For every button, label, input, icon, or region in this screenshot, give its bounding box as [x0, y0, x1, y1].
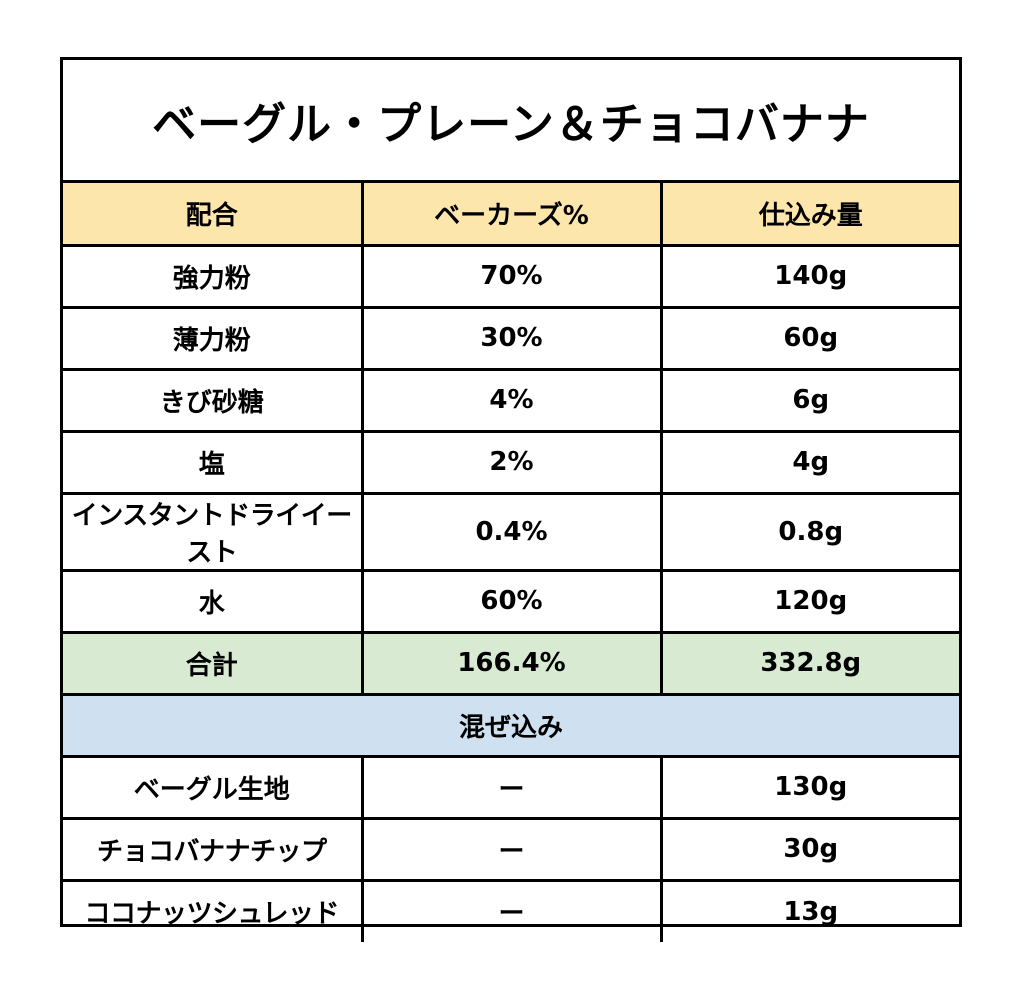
ingredient-amount: 6g — [661, 369, 959, 433]
ingredient-name: インスタントドライイースト — [63, 493, 364, 572]
total-row: 合計 166.4% 332.8g — [63, 632, 959, 696]
ingredient-amount: 140g — [661, 245, 959, 309]
ingredient-name: 塩 — [63, 431, 364, 495]
table-row: 薄力粉 30% 60g — [63, 307, 959, 371]
ingredient-amount: 60g — [661, 307, 959, 371]
table-row: きび砂糖 4% 6g — [63, 369, 959, 433]
mix-in-amount: 130g — [661, 756, 959, 820]
mix-in-percent: ー — [362, 880, 663, 942]
header-amount: 仕込み量 — [661, 183, 959, 247]
ingredient-name: 水 — [63, 570, 364, 634]
table-row: チョコバナナチップ ー 30g — [63, 818, 959, 882]
mix-in-percent: ー — [362, 818, 663, 882]
mix-in-section-title: 混ぜ込み — [63, 694, 959, 758]
mix-in-percent: ー — [362, 756, 663, 820]
mix-in-section-row: 混ぜ込み — [63, 694, 959, 758]
ingredient-percent: 60% — [362, 570, 663, 634]
recipe-sheet: ベーグル・プレーン＆チョコバナナ 配合 ベーカーズ% 仕込み量 強力粉 70% … — [60, 57, 962, 942]
total-percent: 166.4% — [362, 632, 663, 696]
mix-in-name: ココナッツシュレッド — [63, 880, 364, 942]
header-ingredient: 配合 — [63, 183, 364, 247]
recipe-table: 配合 ベーカーズ% 仕込み量 強力粉 70% 140g 薄力粉 30% 60g … — [63, 183, 959, 942]
mix-in-name: ベーグル生地 — [63, 756, 364, 820]
mix-in-amount: 13g — [783, 896, 839, 927]
ingredient-name: 強力粉 — [63, 245, 364, 309]
header-row: 配合 ベーカーズ% 仕込み量 — [63, 183, 959, 247]
table-row: 水 60% 120g — [63, 570, 959, 634]
total-amount: 332.8g — [661, 632, 959, 696]
mix-in-amount: 30g — [661, 818, 959, 882]
ingredient-percent: 4% — [362, 369, 663, 433]
total-label: 合計 — [63, 632, 364, 696]
table-row: ベーグル生地 ー 130g — [63, 756, 959, 820]
ingredient-amount: 120g — [661, 570, 959, 634]
ingredient-name: 薄力粉 — [63, 307, 364, 371]
title-row: ベーグル・プレーン＆チョコバナナ — [63, 60, 959, 183]
ingredient-percent: 0.4% — [362, 493, 663, 572]
mix-in-name: チョコバナナチップ — [63, 818, 364, 882]
ingredient-name: きび砂糖 — [63, 369, 364, 433]
ingredient-percent: 30% — [362, 307, 663, 371]
table-row: インスタントドライイースト 0.4% 0.8g — [63, 493, 959, 572]
table-row: 塩 2% 4g — [63, 431, 959, 495]
header-bakers-percent: ベーカーズ% — [362, 183, 663, 247]
ingredient-amount: 4g — [661, 431, 959, 495]
table-row: 強力粉 70% 140g — [63, 245, 959, 309]
table-row: ココナッツシュレッド ー 13g — [63, 880, 959, 942]
ingredient-percent: 2% — [362, 431, 663, 495]
ingredient-percent: 70% — [362, 245, 663, 309]
ingredient-amount: 0.8g — [661, 493, 959, 572]
recipe-title: ベーグル・プレーン＆チョコバナナ — [152, 99, 870, 150]
